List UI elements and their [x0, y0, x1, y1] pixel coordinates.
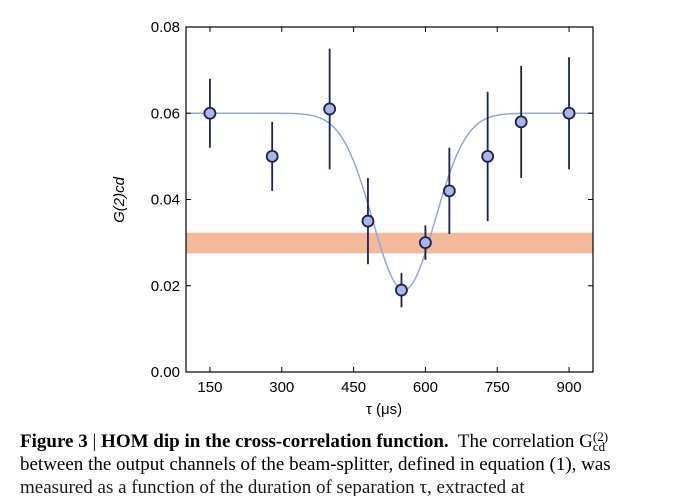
- caption-separator: |: [87, 431, 102, 452]
- y-tick-label: 0.02: [151, 278, 180, 295]
- plot-area: 150 300 450 600 750 900 0.00 0.02 0.04 0.06 0.08: [151, 19, 594, 396]
- caption-sub: cd: [592, 439, 606, 454]
- fit-curve: [186, 112, 593, 291]
- caption-line-1: Figure 3 | HOM dip in the cross-correlat…: [20, 430, 685, 453]
- data-point: [323, 102, 337, 116]
- data-point: [562, 106, 576, 120]
- plot-frame: [185, 26, 594, 373]
- data-point: [361, 214, 375, 228]
- y-tick-label: 0.08: [151, 19, 180, 36]
- y-axis-label-text: G(2)cd: [111, 176, 128, 223]
- data-point: [419, 236, 432, 250]
- x-tick-label: 300: [269, 379, 294, 396]
- data-point: [395, 283, 408, 297]
- data-point: [442, 184, 456, 198]
- figure-label: Figure 3: [20, 431, 88, 452]
- data-point: [514, 115, 528, 129]
- x-tick-label: 600: [413, 379, 438, 396]
- x-tick-label: 450: [341, 379, 366, 396]
- caption-title: HOM dip in the cross-correlation functio…: [101, 431, 449, 452]
- x-tick-label: 750: [485, 379, 510, 396]
- y-tick-label: 0.04: [151, 192, 180, 209]
- y-tick-label: 0.06: [151, 105, 180, 122]
- x-axis-label: τ (μs): [366, 401, 402, 418]
- hom-dip-chart: 150 300 450 600 750 900 0.00 0.02 0.04 0.06 0.08 τ…: [111, 19, 594, 418]
- figure-caption: Figure 3 | HOM dip in the cross-correlat…: [20, 430, 685, 496]
- caption-line-3: measured as a function of the duration o…: [20, 477, 525, 496]
- data-point: [481, 149, 495, 163]
- data-point: [203, 106, 217, 120]
- data-point: [265, 149, 279, 163]
- x-tick-label: 150: [197, 379, 222, 396]
- g2-superscript-subscript: (2) cd: [592, 429, 609, 454]
- caption-sup: (2): [592, 429, 609, 444]
- x-tick-label: 900: [557, 379, 582, 396]
- caption-line-2: between the output channels of the beam-…: [20, 454, 611, 475]
- reference-band: [186, 232, 593, 254]
- y-axis-label: G(2)cd: [111, 176, 128, 223]
- y-tick-label: 0.00: [151, 364, 180, 381]
- caption-text-1: The correlation G: [457, 431, 593, 452]
